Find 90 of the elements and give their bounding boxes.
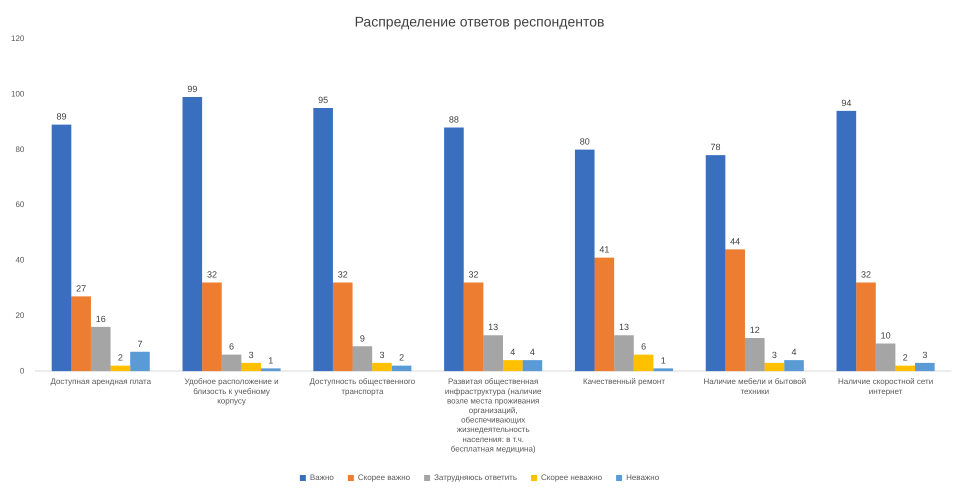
bar — [594, 258, 614, 372]
data-label: 32 — [338, 270, 348, 280]
bar — [332, 282, 353, 372]
legend-label: Неважно — [626, 473, 660, 482]
data-label: 3 — [772, 350, 777, 360]
x-tick-label: Доступная арендная плата — [50, 377, 152, 386]
x-tick-label: Наличие скоростной сети интернет — [838, 377, 934, 396]
bar — [464, 282, 484, 372]
bar — [182, 96, 202, 372]
data-label: 3 — [248, 350, 254, 360]
data-label: 1 — [268, 355, 274, 366]
data-label: 2 — [902, 352, 908, 363]
data-label: 13 — [488, 322, 498, 332]
bar — [856, 282, 876, 372]
bar — [313, 108, 333, 372]
data-label: 3 — [922, 350, 928, 360]
bar — [90, 326, 111, 372]
legend-label: Затрудняюсь ответить — [434, 473, 518, 482]
data-label: 78 — [710, 142, 721, 152]
bar — [392, 366, 412, 372]
bar — [222, 354, 242, 372]
data-label: 9 — [360, 333, 365, 344]
y-tick-label: 100 — [10, 89, 25, 98]
bar — [130, 352, 150, 372]
data-label: 80 — [580, 136, 590, 147]
data-label: 88 — [448, 114, 459, 124]
data-label: 16 — [96, 314, 106, 324]
data-label: 10 — [880, 330, 891, 340]
bar — [836, 110, 856, 372]
bar — [574, 150, 595, 372]
bar — [706, 155, 726, 372]
data-label: 1 — [660, 355, 666, 366]
bar — [110, 366, 130, 372]
legend-label: Скорее неважно — [541, 473, 603, 482]
y-tick-label: 20 — [15, 311, 25, 320]
data-label: 3 — [379, 350, 384, 360]
data-label: 6 — [229, 342, 234, 352]
bar — [915, 362, 935, 372]
bar — [502, 360, 523, 372]
bar — [352, 346, 372, 372]
data-label: 44 — [730, 236, 740, 246]
bar — [483, 335, 503, 372]
bar — [444, 127, 464, 372]
bar — [725, 249, 745, 372]
x-tick-label: Наличие мебели и бытовой техники — [703, 377, 806, 396]
bar — [744, 338, 765, 372]
data-label: 94 — [841, 98, 852, 108]
data-label: 13 — [618, 322, 629, 332]
y-tick-label: 80 — [15, 144, 25, 154]
bar — [202, 282, 222, 372]
chart-title: Распределение ответов респондентов — [354, 13, 604, 30]
bar — [634, 354, 654, 372]
bar — [372, 362, 392, 372]
bar — [614, 335, 634, 372]
data-label: 95 — [318, 95, 328, 106]
x-tick-label: Удобное расположение и близость к учебному корпусу — [184, 377, 279, 406]
data-label: 32 — [206, 270, 217, 280]
data-label: 99 — [187, 84, 198, 94]
data-label: 4 — [792, 347, 797, 358]
y-tick-label: 60 — [15, 200, 25, 210]
legend-label: Скорее важно — [358, 473, 411, 482]
data-label: 2 — [399, 352, 404, 363]
data-label: 12 — [750, 324, 760, 335]
bar — [764, 362, 784, 372]
bar — [784, 360, 804, 372]
legend-label: Важно — [310, 473, 334, 482]
data-label: 89 — [56, 112, 67, 122]
x-tick-label: Развитая общественная инфраструктура (наличие возле места проживания организаций, обеспечивающих жизнедеятельность населения: в т.ч. бесплатная медицина) — [444, 377, 542, 454]
bar — [522, 360, 542, 372]
y-tick-label: 120 — [10, 34, 25, 44]
y-tick-label: 40 — [15, 256, 25, 265]
data-label: 32 — [468, 270, 479, 280]
data-label: 32 — [860, 270, 871, 280]
bar — [895, 366, 916, 372]
bar — [52, 124, 72, 372]
data-label: 4 — [530, 347, 535, 358]
bar — [241, 362, 261, 372]
bar — [876, 344, 896, 372]
data-label: 7 — [137, 338, 142, 349]
data-label: 2 — [118, 352, 123, 363]
data-label: 41 — [599, 244, 610, 255]
data-label: 6 — [641, 342, 646, 352]
bar — [653, 368, 674, 372]
bar — [260, 368, 281, 372]
data-label: 27 — [76, 283, 86, 294]
y-tick-label: 0 — [20, 366, 25, 376]
x-tick-label: Доступность общественного транспорта — [310, 377, 416, 396]
data-label: 4 — [510, 347, 516, 358]
x-tick-label: Качественный ремонт — [582, 377, 666, 386]
bar — [71, 296, 91, 372]
